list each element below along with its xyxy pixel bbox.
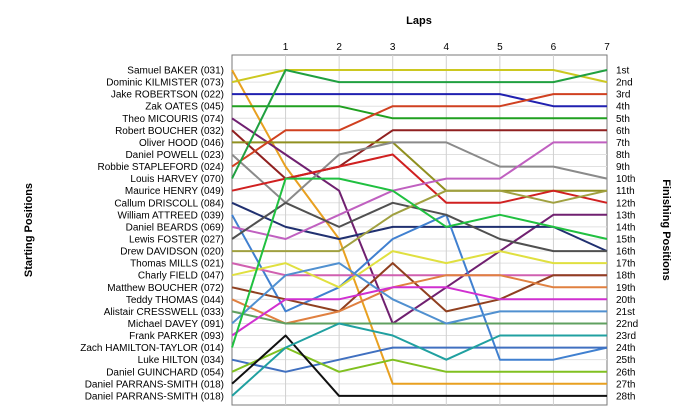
series-line [231,141,607,240]
starting-position-label: Daniel PARRANS-SMITH (018) [85,379,224,390]
series-line [231,153,608,204]
starting-position-label: Drew DAVIDSON (020) [120,247,224,258]
starting-position-label: William ATTREED (039) [118,210,225,221]
finishing-position-label: 10th [616,174,635,185]
x-tick-label: 3 [390,42,396,53]
starting-position-label: Matthew BOUCHER (072) [107,283,224,294]
starting-position-label: Oliver HOOD (046) [139,138,224,149]
starting-position-label: Zak OATES (045) [145,102,224,113]
series-line [231,274,607,325]
finishing-position-label: 8th [616,150,630,161]
x-tick-label: 1 [283,42,289,53]
finishing-position-label: 16th [616,247,635,258]
finishing-position-label: 26th [616,367,635,378]
series-line [231,177,608,348]
series-line [232,105,607,120]
series-line [231,262,607,277]
finishing-position-label: 22nd [616,319,638,330]
starting-position-label: Frank PARKER (093) [129,331,224,342]
series-line [231,69,608,180]
series-line [231,322,607,397]
x-tick-label: 2 [336,42,342,53]
finishing-position-label: 23rd [616,331,636,342]
plot-area [231,54,608,406]
starting-position-label: Robert BOUCHER (032) [115,126,224,137]
y-axis-title-right: Finishing Positions [660,179,672,280]
y-axis-title-left: Starting Positions [23,183,35,277]
series-line [231,286,607,337]
finishing-position-label: 20th [616,295,635,306]
finishing-position-label: 1st [616,66,630,77]
finishing-position-label: 21st [616,307,635,318]
finishing-position-label: 15th [616,234,635,245]
series-line [232,189,608,253]
finishing-position-label: 12th [616,198,635,209]
starting-position-label: Callum DRISCOLL (084) [114,198,224,209]
starting-position-label: Lewis FOSTER (027) [129,234,224,245]
series-line [232,93,607,108]
finishing-position-label: 6th [616,126,630,137]
starting-position-label: Louis HARVEY (070) [130,174,224,185]
x-tick-label: 6 [551,42,557,53]
finishing-position-label: 28th [616,391,635,402]
series-line [231,250,607,289]
starting-position-label: Samuel BAKER (031) [127,66,224,77]
finishing-position-label: 24th [616,343,635,354]
x-axis-title: Laps [406,15,432,27]
series-line [231,141,608,204]
starting-position-label: Daniel POWELL (023) [125,150,224,161]
finishing-position-label: 11th [616,186,635,197]
finishing-position-label: 9th [616,162,630,173]
x-tick-labels: 1 2 3 4 5 6 7 [283,42,610,53]
finishing-position-label: 2nd [616,78,633,89]
starting-position-labels: Samuel BAKER (031)Dominic KILMISTER (073… [80,66,224,403]
starting-position-label: Daniel GUINCHARD (054) [106,367,224,378]
starting-position-label: Maurice HENRY (049) [125,186,224,197]
starting-position-label: Robbie STAPLEFORD (024) [97,162,224,173]
finishing-position-label: 19th [616,283,635,294]
starting-position-label: Michael DAVEY (091) [128,319,224,330]
finishing-position-label: 27th [616,379,635,390]
x-tick-label: 4 [444,42,450,53]
starting-position-label: Thomas MILLS (021) [130,259,224,270]
series-line [231,334,607,397]
finishing-position-label: 14th [616,222,635,233]
x-tick-label: 5 [497,42,503,53]
series-line [232,141,607,192]
starting-position-label: Dominic KILMISTER (073) [106,78,224,89]
starting-position-label: Zach HAMILTON-TAYLOR (014) [80,343,224,354]
finishing-position-label: 18th [616,271,635,282]
series-line [231,69,608,84]
series-line [231,262,607,325]
finishing-position-label: 7th [616,138,630,149]
starting-position-label: Daniel PARRANS-SMITH (018) [85,391,224,402]
starting-position-label: Teddy THOMAS (044) [126,295,224,306]
finishing-position-label: 17th [616,259,635,270]
series-line [231,93,607,168]
series-lines [231,69,608,397]
finishing-position-labels: 1st2nd3rd4th5th6th7th8th9th10th11th12th1… [616,66,638,403]
starting-position-label: Jake ROBERTSON (022) [111,90,224,101]
starting-position-label: Alistair CRESSWELL (033) [104,307,224,318]
series-line [231,117,607,325]
starting-position-label: Theo MICOURIS (074) [122,114,224,125]
finishing-position-label: 5th [616,114,630,125]
series-line [231,213,608,361]
starting-position-label: Charly FIELD (047) [138,271,224,282]
series-line [231,346,607,373]
x-tick-label: 7 [604,42,610,53]
finishing-position-label: 25th [616,355,635,366]
finishing-position-label: 4th [616,102,630,113]
starting-position-label: Daniel BEARDS (069) [126,222,224,233]
series-line [231,310,607,325]
starting-position-label: Luke HILTON (034) [138,355,224,366]
finishing-position-label: 3rd [616,90,630,101]
finishing-position-label: 13th [616,210,635,221]
